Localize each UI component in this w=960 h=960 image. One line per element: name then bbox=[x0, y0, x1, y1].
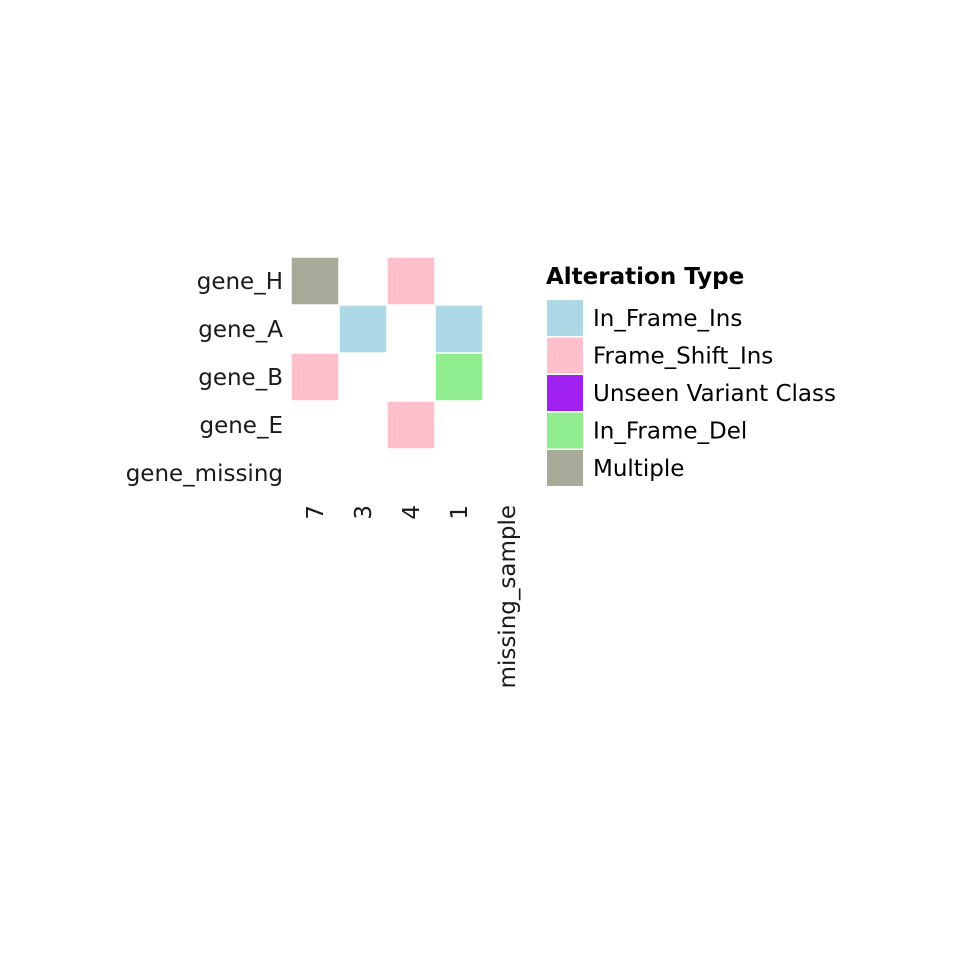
legend: Alteration Type In_Frame_Ins Frame_Shift_… bbox=[546, 264, 836, 486]
legend-key-multiple bbox=[547, 450, 583, 486]
x-axis-tick-labels: 7 3 4 1 missing_sample bbox=[303, 505, 521, 688]
x-tick-label: 3 bbox=[351, 505, 377, 520]
legend-key-in-frame-ins bbox=[547, 300, 583, 336]
y-tick-label: gene_A bbox=[198, 317, 283, 343]
heatmap-cells bbox=[291, 257, 483, 449]
legend-key-unseen-variant-class bbox=[547, 375, 583, 411]
heatmap-cell-gene_B-1 bbox=[435, 353, 483, 401]
x-tick-label: missing_sample bbox=[495, 505, 521, 688]
legend-label: Unseen Variant Class bbox=[593, 381, 836, 407]
y-axis-tick-labels: gene_H gene_A gene_B gene_E gene_missing bbox=[126, 269, 284, 487]
legend-label: In_Frame_Ins bbox=[593, 306, 742, 332]
heatmap-cell-gene_B-7 bbox=[291, 353, 339, 401]
y-tick-label: gene_E bbox=[199, 413, 283, 439]
x-tick-label: 4 bbox=[399, 505, 425, 520]
heatmap-cell-gene_H-7 bbox=[291, 257, 339, 305]
heatmap-cell-gene_A-3 bbox=[339, 305, 387, 353]
y-tick-label: gene_H bbox=[197, 269, 283, 295]
legend-label: Frame_Shift_Ins bbox=[593, 344, 773, 370]
heatmap-cell-gene_H-4 bbox=[387, 257, 435, 305]
y-tick-label: gene_missing bbox=[126, 461, 283, 487]
legend-key-in-frame-del bbox=[547, 412, 583, 449]
x-tick-label: 7 bbox=[303, 505, 329, 520]
heatmap-cell-gene_A-1 bbox=[435, 305, 483, 353]
x-tick-label: 1 bbox=[447, 505, 473, 520]
y-tick-label: gene_B bbox=[198, 365, 283, 391]
legend-title: Alteration Type bbox=[546, 264, 744, 290]
legend-items: In_Frame_Ins Frame_Shift_Ins Unseen Varian… bbox=[547, 300, 836, 486]
heatmap-cell-gene_E-4 bbox=[387, 401, 435, 449]
legend-label: Multiple bbox=[593, 456, 684, 482]
legend-label: In_Frame_Del bbox=[593, 419, 747, 445]
legend-key-frame-shift-ins bbox=[547, 337, 583, 374]
